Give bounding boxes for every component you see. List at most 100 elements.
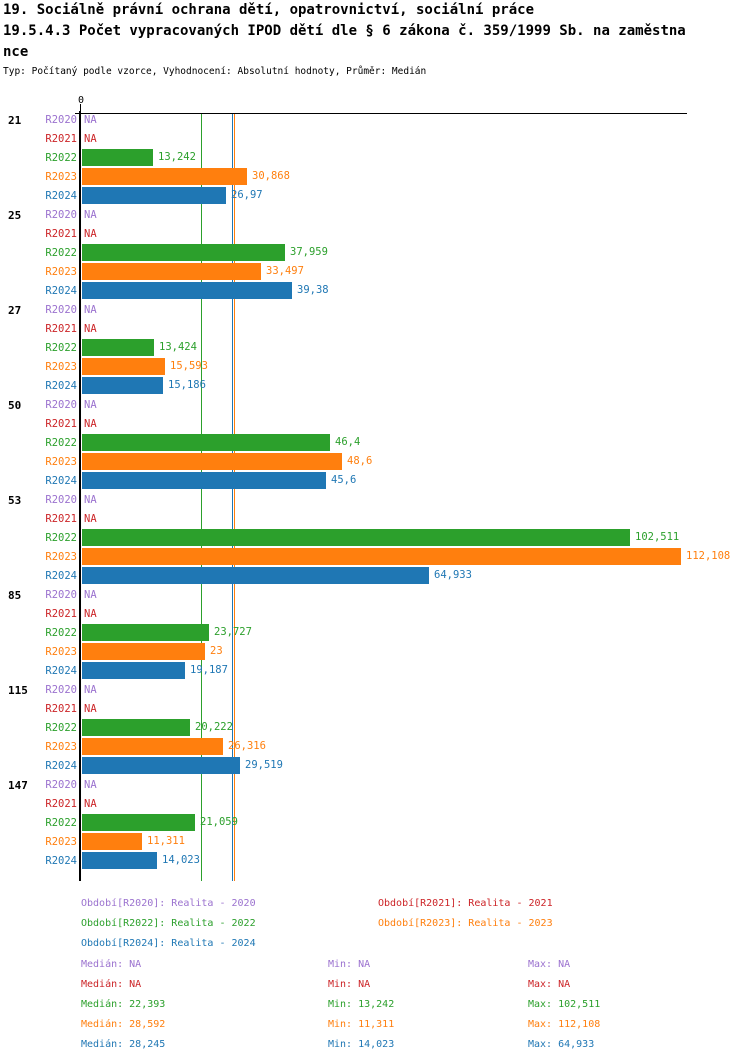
bar-value-label: 46,4: [335, 436, 361, 448]
bar-value-label: 39,38: [297, 284, 329, 296]
x-axis-zero-label: 0: [77, 95, 85, 106]
series-row-label: R2023: [45, 456, 77, 468]
na-value-label: NA: [84, 513, 97, 525]
series-row-label: R2022: [45, 342, 77, 354]
y-axis-line: [79, 111, 81, 881]
bar: [82, 358, 165, 375]
bar-value-label: 37,959: [290, 246, 328, 258]
bar: [82, 643, 205, 660]
series-row-label: R2024: [45, 285, 77, 297]
category-label: 27: [8, 304, 22, 317]
series-row-label: R2020: [45, 684, 77, 696]
stat-max-r2022: Max: 102,511: [528, 999, 601, 1010]
series-row-label: R2022: [45, 437, 77, 449]
bar-value-label: 48,6: [347, 455, 373, 467]
series-row-label: R2020: [45, 209, 77, 221]
bar-value-label: 102,511: [635, 531, 680, 543]
stat-median-r2022: Medián: 22,393: [81, 999, 166, 1010]
stat-median-r2024: Medián: 28,245: [81, 1039, 166, 1050]
bar: [82, 339, 154, 356]
bar: [82, 757, 240, 774]
series-row-label: R2020: [45, 589, 77, 601]
bar-value-label: 11,311: [147, 835, 185, 847]
bar: [82, 833, 142, 850]
bar: [82, 529, 630, 546]
x-axis-line: [75, 113, 687, 114]
bar-value-label: 19,187: [190, 664, 228, 676]
bar-value-label: 45,6: [331, 474, 357, 486]
bar: [82, 719, 190, 736]
median-line-r2024: [232, 114, 233, 881]
series-row-label: R2020: [45, 779, 77, 791]
report-title-line1: 19. Sociálně právní ochrana dětí, opatro…: [3, 2, 535, 18]
na-value-label: NA: [84, 589, 97, 601]
series-row-label: R2020: [45, 304, 77, 316]
bar: [82, 472, 326, 489]
series-row-label: R2021: [45, 228, 77, 240]
bar-value-label: 112,108: [686, 550, 731, 562]
legend-item-r2020: Období[R2020]: Realita - 2020: [81, 898, 256, 909]
bar: [82, 434, 330, 451]
bar-value-label: 13,242: [158, 151, 196, 163]
stat-median-r2021: Medián: NA: [81, 979, 142, 990]
bar: [82, 377, 163, 394]
stat-min-r2021: Min: NA: [328, 979, 371, 990]
bar: [82, 149, 153, 166]
bar: [82, 852, 157, 869]
na-value-label: NA: [84, 798, 97, 810]
stat-max-r2023: Max: 112,108: [528, 1019, 601, 1030]
bar-value-label: 13,424: [159, 341, 197, 353]
series-row-label: R2023: [45, 551, 77, 563]
series-row-label: R2021: [45, 133, 77, 145]
bar-value-label: 26,316: [228, 740, 266, 752]
report-title-line3: nce: [3, 44, 29, 60]
bar-value-label: 15,593: [170, 360, 208, 372]
stat-max-r2024: Max: 64,933: [528, 1039, 595, 1050]
category-label: 85: [8, 589, 22, 602]
bar-value-label: 30,868: [252, 170, 290, 182]
stat-min-r2024: Min: 14,023: [328, 1039, 395, 1050]
bar: [82, 453, 342, 470]
na-value-label: NA: [84, 133, 97, 145]
bar: [82, 814, 195, 831]
bar: [82, 244, 285, 261]
bar-value-label: 23,727: [214, 626, 252, 638]
na-value-label: NA: [84, 418, 97, 430]
series-row-label: R2021: [45, 608, 77, 620]
median-line-r2023: [234, 114, 235, 881]
na-value-label: NA: [84, 779, 97, 791]
bar-value-label: 29,519: [245, 759, 283, 771]
category-label: 115: [8, 684, 28, 697]
bar: [82, 263, 261, 280]
na-value-label: NA: [84, 209, 97, 221]
category-label: 53: [8, 494, 22, 507]
series-row-label: R2021: [45, 798, 77, 810]
series-row-label: R2024: [45, 855, 77, 867]
na-value-label: NA: [84, 304, 97, 316]
bar-value-label: 15,186: [168, 379, 206, 391]
bar-value-label: 14,023: [162, 854, 200, 866]
bar: [82, 738, 223, 755]
series-row-label: R2023: [45, 266, 77, 278]
na-value-label: NA: [84, 494, 97, 506]
bar-value-label: 21,059: [200, 816, 238, 828]
bar-value-label: 23: [210, 645, 223, 657]
category-label: 50: [8, 399, 22, 412]
na-value-label: NA: [84, 608, 97, 620]
bar-value-label: 20,222: [195, 721, 233, 733]
bar: [82, 624, 209, 641]
category-label: 21: [8, 114, 22, 127]
bar-value-label: 33,497: [266, 265, 304, 277]
na-value-label: NA: [84, 114, 97, 126]
na-value-label: NA: [84, 703, 97, 715]
stat-min-r2022: Min: 13,242: [328, 999, 395, 1010]
stat-max-r2021: Max: NA: [528, 979, 571, 990]
stat-median-r2020: Medián: NA: [81, 959, 142, 970]
series-row-label: R2022: [45, 532, 77, 544]
na-value-label: NA: [84, 323, 97, 335]
legend-item-r2023: Období[R2023]: Realita - 2023: [378, 918, 553, 929]
legend-item-r2021: Období[R2021]: Realita - 2021: [378, 898, 553, 909]
